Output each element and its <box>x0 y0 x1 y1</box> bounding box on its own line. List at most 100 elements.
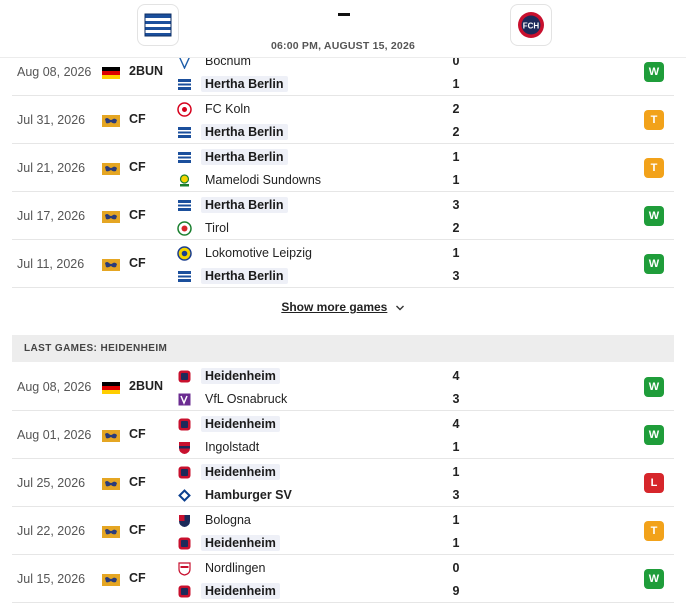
show-more-label: Show more games <box>281 300 388 314</box>
team-score: 1 <box>452 440 460 454</box>
team-score: 2 <box>452 221 460 235</box>
hertha-crest-icon <box>177 198 192 213</box>
match-row[interactable]: Jul 17, 2026 CF Hertha Berlin 3 Tirol 2 W <box>12 192 674 240</box>
heidenheim-logo-icon: FCH <box>518 12 544 38</box>
heidenheim-section-title: LAST GAMES: HEIDENHEIM <box>12 335 674 362</box>
home-team[interactable]: FC Koln <box>177 99 254 119</box>
away-team[interactable]: Hertha Berlin <box>177 266 288 286</box>
competition-name: CF <box>129 571 146 585</box>
home-team[interactable]: Lokomotive Leipzig <box>177 243 316 263</box>
heidenheim-crest-icon <box>177 584 192 599</box>
heidenheim-games-list: Aug 08, 2026 2BUN Heidenheim 4 VfL Osnabruck… <box>12 363 674 603</box>
home-team[interactable]: Heidenheim <box>177 414 280 434</box>
team-name: Tirol <box>205 221 229 235</box>
match-row[interactable]: Jul 21, 2026 CF Hertha Berlin 1 Mamelodi Sun… <box>12 144 674 192</box>
match-date: Jul 15, 2026 <box>17 572 86 586</box>
match-row[interactable]: Aug 08, 2026 2BUN Heidenheim 4 VfL Osnabruck… <box>12 363 674 411</box>
result-badge: W <box>644 377 664 397</box>
heidenheim-crest-icon <box>177 536 192 551</box>
result-badge: W <box>644 569 664 589</box>
match-date: Jul 17, 2026 <box>17 209 86 223</box>
competition-name: CF <box>129 475 146 489</box>
home-team-logo[interactable] <box>137 4 179 46</box>
match-row[interactable]: Jul 11, 2026 CF Lokomotive Leipzig 1 Hertha … <box>12 240 674 288</box>
team-name: Hertha Berlin <box>201 149 288 165</box>
match-date: Jul 31, 2026 <box>17 113 86 127</box>
team-score: 0 <box>452 54 460 68</box>
team-name: Hertha Berlin <box>201 197 288 213</box>
show-more-games-link[interactable]: Show more games <box>0 300 686 314</box>
team-name: Heidenheim <box>201 416 280 432</box>
team-score: 3 <box>452 198 460 212</box>
competition-name: 2BUN <box>129 379 164 393</box>
match-time: 06:00 PM, AUGUST 15, 2026 <box>270 40 416 52</box>
result-badge: T <box>644 158 664 178</box>
heidenheim-crest-icon <box>177 465 192 480</box>
team-score: 3 <box>452 392 460 406</box>
team-name: Lokomotive Leipzig <box>205 246 313 260</box>
hertha-crest-icon <box>177 269 192 284</box>
osnabruck-crest-icon <box>177 392 192 407</box>
away-team[interactable]: Tirol <box>177 218 233 238</box>
team-score: 9 <box>452 584 460 598</box>
team-name: Nordlingen <box>205 561 266 575</box>
away-team[interactable]: Hertha Berlin <box>177 122 288 142</box>
team-score: 3 <box>452 269 460 283</box>
bologna-crest-icon <box>177 513 192 528</box>
sundowns-crest-icon <box>177 173 192 188</box>
away-team[interactable]: Heidenheim <box>177 533 280 553</box>
world-flag-icon <box>102 114 120 127</box>
result-badge: T <box>644 110 664 130</box>
competition-name: CF <box>129 523 146 537</box>
match-row[interactable]: Jul 15, 2026 CF Nordlingen 0 Heidenheim 9 W <box>12 555 674 603</box>
match-row[interactable]: Jul 25, 2026 CF Heidenheim 1 Hamburger SV 3 L <box>12 459 674 507</box>
nordlingen-crest-icon <box>177 561 192 576</box>
team-score: 2 <box>452 125 460 139</box>
chevron-down-icon <box>395 305 404 311</box>
away-team[interactable]: Ingolstadt <box>177 437 263 457</box>
team-score: 3 <box>452 488 460 502</box>
result-badge: L <box>644 473 664 493</box>
away-team[interactable]: VfL Osnabruck <box>177 389 291 409</box>
team-name: FC Koln <box>205 102 251 116</box>
lokomotive-crest-icon <box>177 245 192 261</box>
heidenheim-crest-icon <box>177 417 192 432</box>
match-row[interactable]: Aug 08, 2026 2BUN Bochum 0 Hertha Berlin 1 W <box>12 48 674 96</box>
team-score: 2 <box>452 102 460 116</box>
team-score: 1 <box>452 536 460 550</box>
team-name: Heidenheim <box>201 368 280 384</box>
match-date: Aug 01, 2026 <box>17 428 92 442</box>
match-date: Jul 22, 2026 <box>17 524 86 538</box>
svg-text:FCH: FCH <box>523 22 540 31</box>
home-team[interactable]: Heidenheim <box>177 366 280 386</box>
team-name: Hertha Berlin <box>201 268 288 284</box>
match-row[interactable]: Jul 22, 2026 CF Bologna 1 Heidenheim 1 T <box>12 507 674 555</box>
away-team[interactable]: Hamburger SV <box>177 485 296 505</box>
match-row[interactable]: Aug 01, 2026 CF Heidenheim 4 Ingolstadt 1 W <box>12 411 674 459</box>
home-team[interactable]: Bologna <box>177 510 255 530</box>
away-team-logo[interactable]: FCH <box>510 4 552 46</box>
away-team[interactable]: Hertha Berlin <box>177 74 288 94</box>
result-badge: W <box>644 206 664 226</box>
match-row[interactable]: Jul 31, 2026 CF FC Koln 2 Hertha Berlin 2 T <box>12 96 674 144</box>
team-score: 1 <box>452 173 460 187</box>
home-team[interactable]: Nordlingen <box>177 558 269 578</box>
away-team[interactable]: Heidenheim <box>177 581 280 601</box>
result-badge: W <box>644 254 664 274</box>
team-name: Hertha Berlin <box>201 76 288 92</box>
team-score: 1 <box>452 77 460 91</box>
team-score: 1 <box>452 465 460 479</box>
world-flag-icon <box>102 429 120 442</box>
home-team[interactable]: Hertha Berlin <box>177 195 288 215</box>
home-team[interactable]: Heidenheim <box>177 462 280 482</box>
match-date: Jul 11, 2026 <box>17 257 85 271</box>
competition-name: CF <box>129 427 146 441</box>
away-team[interactable]: Mamelodi Sundowns <box>177 170 325 190</box>
world-flag-icon <box>102 525 120 538</box>
home-team[interactable]: Hertha Berlin <box>177 147 288 167</box>
world-flag-icon <box>102 258 120 271</box>
hertha-crest-icon <box>177 150 192 165</box>
team-name: VfL Osnabruck <box>205 392 288 406</box>
team-score: 4 <box>452 417 460 431</box>
competition-name: CF <box>129 160 146 174</box>
